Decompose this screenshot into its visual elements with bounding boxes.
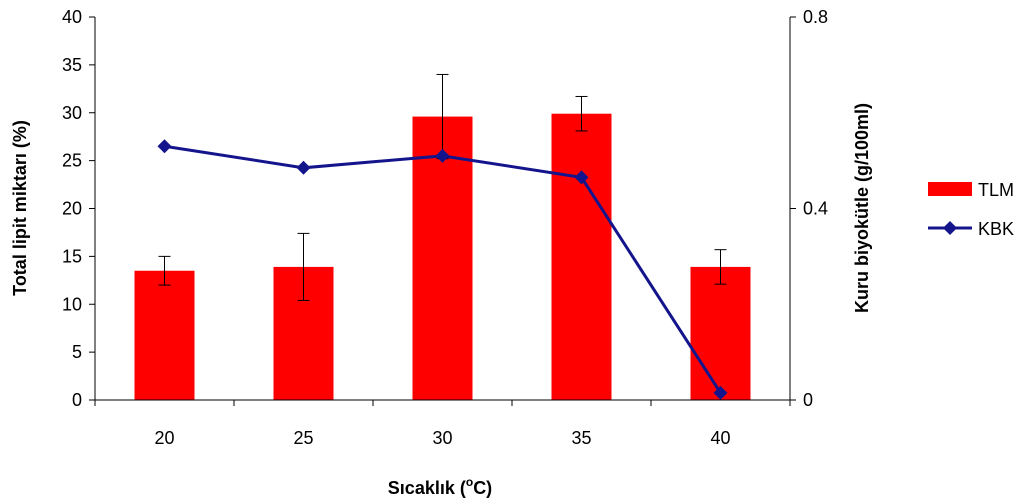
point-kbk-25 <box>296 160 311 175</box>
bars-group <box>134 113 751 401</box>
legend: TLM KBK <box>928 180 1014 239</box>
y-right-tick-label-0.8: 0.8 <box>803 7 828 27</box>
legend-label-tlm: TLM <box>978 180 1014 200</box>
y-left-tick-label-20: 20 <box>62 199 82 219</box>
point-kbk-40 <box>713 385 728 400</box>
y-right-tick-label-0: 0 <box>803 390 813 410</box>
axes-group: 0 5 10 15 20 25 30 35 40 0 0.4 0.8 20 25 30 35 40 <box>62 7 828 448</box>
y-right-axis-title: Kuru biyokütle (g/100ml) <box>852 103 872 313</box>
x-tick-label-30: 30 <box>432 428 452 448</box>
point-kbk-20 <box>157 139 172 154</box>
y-right-tick-label-0.4: 0.4 <box>803 199 828 219</box>
point-kbk-30 <box>435 148 450 163</box>
y-left-tick-label-0: 0 <box>72 390 82 410</box>
y-left-tick-label-30: 30 <box>62 103 82 123</box>
y-left-tick-label-5: 5 <box>72 342 82 362</box>
x-axis-title-main: Sıcaklık ( <box>388 478 466 498</box>
legend-swatch-tlm <box>928 182 972 196</box>
bar-tlm-35 <box>551 113 612 401</box>
y-left-tick-label-40: 40 <box>62 7 82 27</box>
x-tick-label-20: 20 <box>154 428 174 448</box>
x-tick-label-40: 40 <box>710 428 730 448</box>
legend-marker-kbk <box>943 221 957 235</box>
bar-tlm-20 <box>134 270 195 400</box>
x-tick-label-25: 25 <box>293 428 313 448</box>
y-left-tick-label-10: 10 <box>62 294 82 314</box>
line-series-group <box>157 139 728 400</box>
legend-label-kbk: KBK <box>978 219 1014 239</box>
y-left-tick-label-15: 15 <box>62 246 82 266</box>
y-left-tick-label-25: 25 <box>62 151 82 171</box>
x-tick-label-35: 35 <box>571 428 591 448</box>
y-left-tick-label-35: 35 <box>62 55 82 75</box>
x-axis-title: Sıcaklık (oC) <box>388 475 492 498</box>
y-left-axis-title: Total lipit miktarı (%) <box>10 120 30 296</box>
bar-tlm-30 <box>412 116 473 400</box>
bar-tlm-40 <box>690 266 751 400</box>
error-bars-group <box>158 73 727 301</box>
x-axis-title-end: C) <box>473 478 492 498</box>
point-kbk-35 <box>574 170 589 185</box>
x-axis-title-superscript: o <box>466 475 473 489</box>
